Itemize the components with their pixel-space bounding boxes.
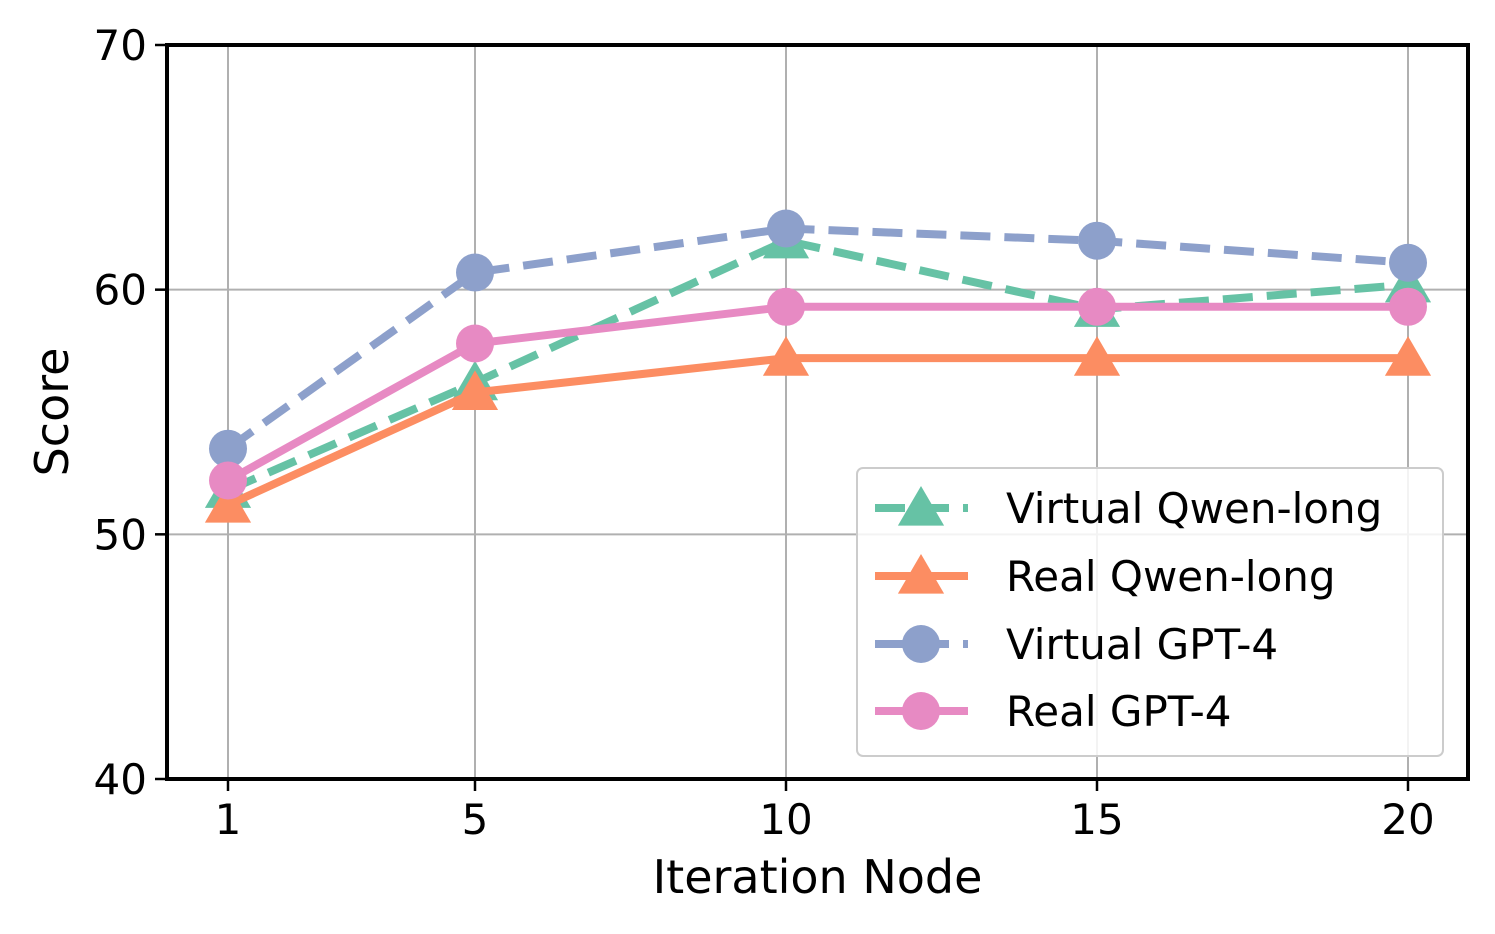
data-point: [767, 209, 805, 248]
series-real-qwen-long: [204, 336, 1432, 523]
legend-box: [856, 467, 1444, 757]
series-virtual-qwen-long: [204, 218, 1432, 508]
x-tick-label: 1: [215, 795, 242, 844]
legend-marker: [897, 486, 945, 526]
data-point: [209, 461, 247, 500]
data-point: [1389, 287, 1427, 326]
data-point: [451, 370, 499, 411]
y-axis-label: Score: [25, 348, 79, 477]
series-real-gpt-4: [209, 287, 1427, 500]
y-tick-label: 50: [94, 510, 147, 559]
x-tick-label: 20: [1381, 795, 1434, 844]
data-point: [1384, 336, 1432, 376]
legend-marker: [902, 692, 940, 730]
data-point: [767, 287, 805, 326]
x-tick-label: 10: [759, 795, 812, 844]
y-tick-label: 70: [94, 21, 147, 70]
x-tick-label: 5: [462, 795, 489, 844]
x-axis-label: Iteration Node: [653, 850, 983, 904]
legend-label: Virtual GPT-4: [1006, 620, 1278, 669]
legend-marker: [897, 554, 945, 594]
legend-label: Virtual Qwen-long: [1006, 484, 1382, 533]
data-point: [204, 482, 252, 523]
data-point: [1389, 243, 1427, 282]
legend: Virtual Qwen-long Real Qwen-long Virtual G…: [856, 467, 1444, 757]
data-point: [456, 324, 494, 363]
series-line: [226, 236, 1409, 494]
y-tick-label: 60: [94, 266, 147, 315]
legend-label: Real Qwen-long: [1006, 552, 1336, 601]
data-point: [1073, 336, 1121, 376]
x-tick-label: 15: [1070, 795, 1123, 844]
data-point: [1078, 287, 1116, 326]
legend-label: Real GPT-4: [1006, 687, 1231, 736]
data-point: [1078, 221, 1116, 260]
data-point: [456, 253, 494, 292]
data-point: [762, 336, 810, 376]
series-virtual-gpt-4: [209, 209, 1427, 468]
series-layer: [204, 209, 1432, 523]
legend-marker: [902, 625, 940, 663]
y-tick-label: 40: [94, 755, 147, 804]
series-line: [226, 302, 1408, 485]
data-point: [209, 429, 247, 468]
plot-frame: [165, 43, 1470, 781]
